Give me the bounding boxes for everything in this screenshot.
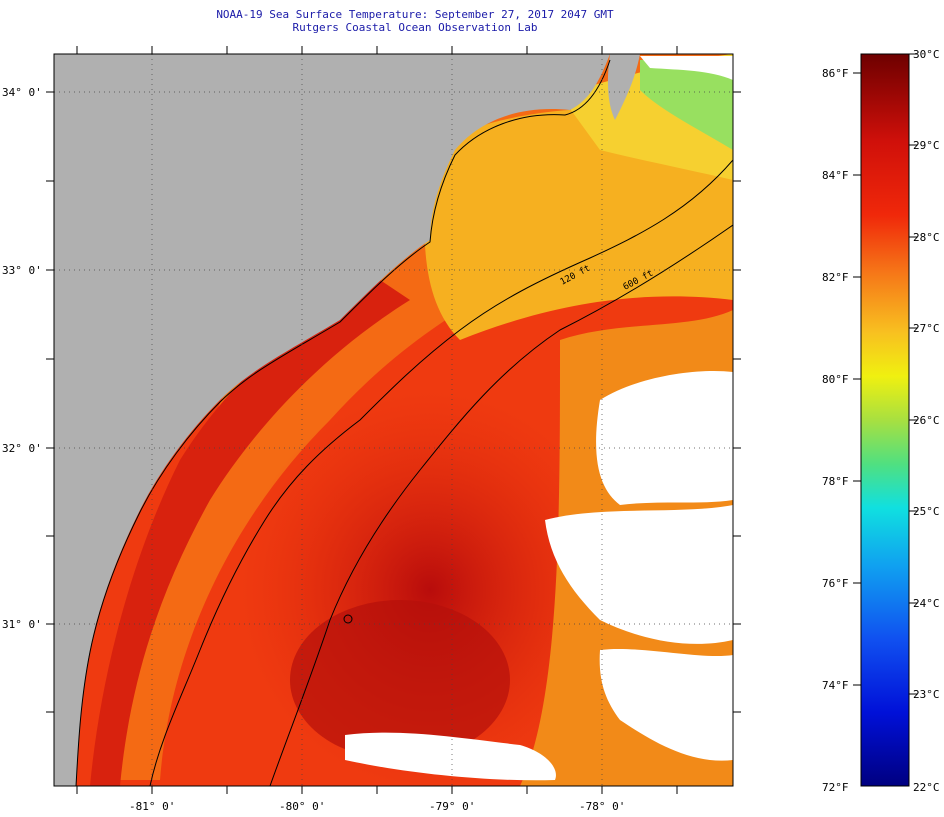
lon-label-81: -81° 0' [129,800,176,813]
map-subtitle: Rutgers Coastal Ocean Observation Lab [292,21,538,34]
colorbar-c-22: 22°C [913,781,940,794]
map-frame [53,53,734,787]
cloud-east-3 [599,648,733,761]
coastal-red-strip [90,280,410,786]
colorbar-c-23: 23°C [913,688,940,701]
colorbar-c-28: 28°C [913,231,940,244]
colorbar-c-26: 26°C [913,414,940,427]
lat-label-34: 34° 0' [2,86,42,99]
colorbar-f-78: 78°F [822,475,849,488]
coastline [75,59,611,786]
map-area: 120 ft 600 ft [54,54,733,786]
nearshore-yellow [424,109,733,341]
axis-ticks [46,46,741,794]
lon-label-78: -78° 0' [579,800,626,813]
colorbar-c-25: 25°C [913,505,940,518]
cloud-east-1 [596,370,733,505]
colorbar-f-82: 82°F [822,271,849,284]
colorbar-f-74: 74°F [822,679,849,692]
graticule [54,54,733,786]
colorbar-c-27: 27°C [913,322,940,335]
colorbar [860,53,910,787]
isobath-120ft [149,159,733,786]
colorbar-c-24: 24°C [913,597,940,610]
cloud-south [345,732,556,781]
hot-core-south [290,600,510,760]
colorbar-f-84: 84°F [822,169,849,182]
lon-label-80: -80° 0' [279,800,326,813]
colorbar-ticks [853,53,917,695]
colorbar-f-86: 86°F [822,67,849,80]
colorbar-c-30: 30°C [913,48,940,61]
colorbar-f-80: 80°F [822,373,849,386]
cool-water-patch [640,57,733,151]
colorbar-c-29: 29°C [913,139,940,152]
lon-label-79: -79° 0' [429,800,476,813]
land-mass [54,54,610,786]
lat-label-33: 33° 0' [2,264,42,277]
lat-label-31: 31° 0' [2,618,42,631]
map-title: NOAA-19 Sea Surface Temperature: Septemb… [216,8,614,21]
lat-label-32: 32° 0' [2,442,42,455]
isobath-600ft [269,224,733,786]
colorbar-f-76: 76°F [822,577,849,590]
land-northeast [607,54,640,120]
cloud-north [640,56,733,80]
colorbar-f-72: 72°F [822,781,849,794]
cloud-east-2 [545,505,733,644]
buoy-marker [343,614,353,624]
